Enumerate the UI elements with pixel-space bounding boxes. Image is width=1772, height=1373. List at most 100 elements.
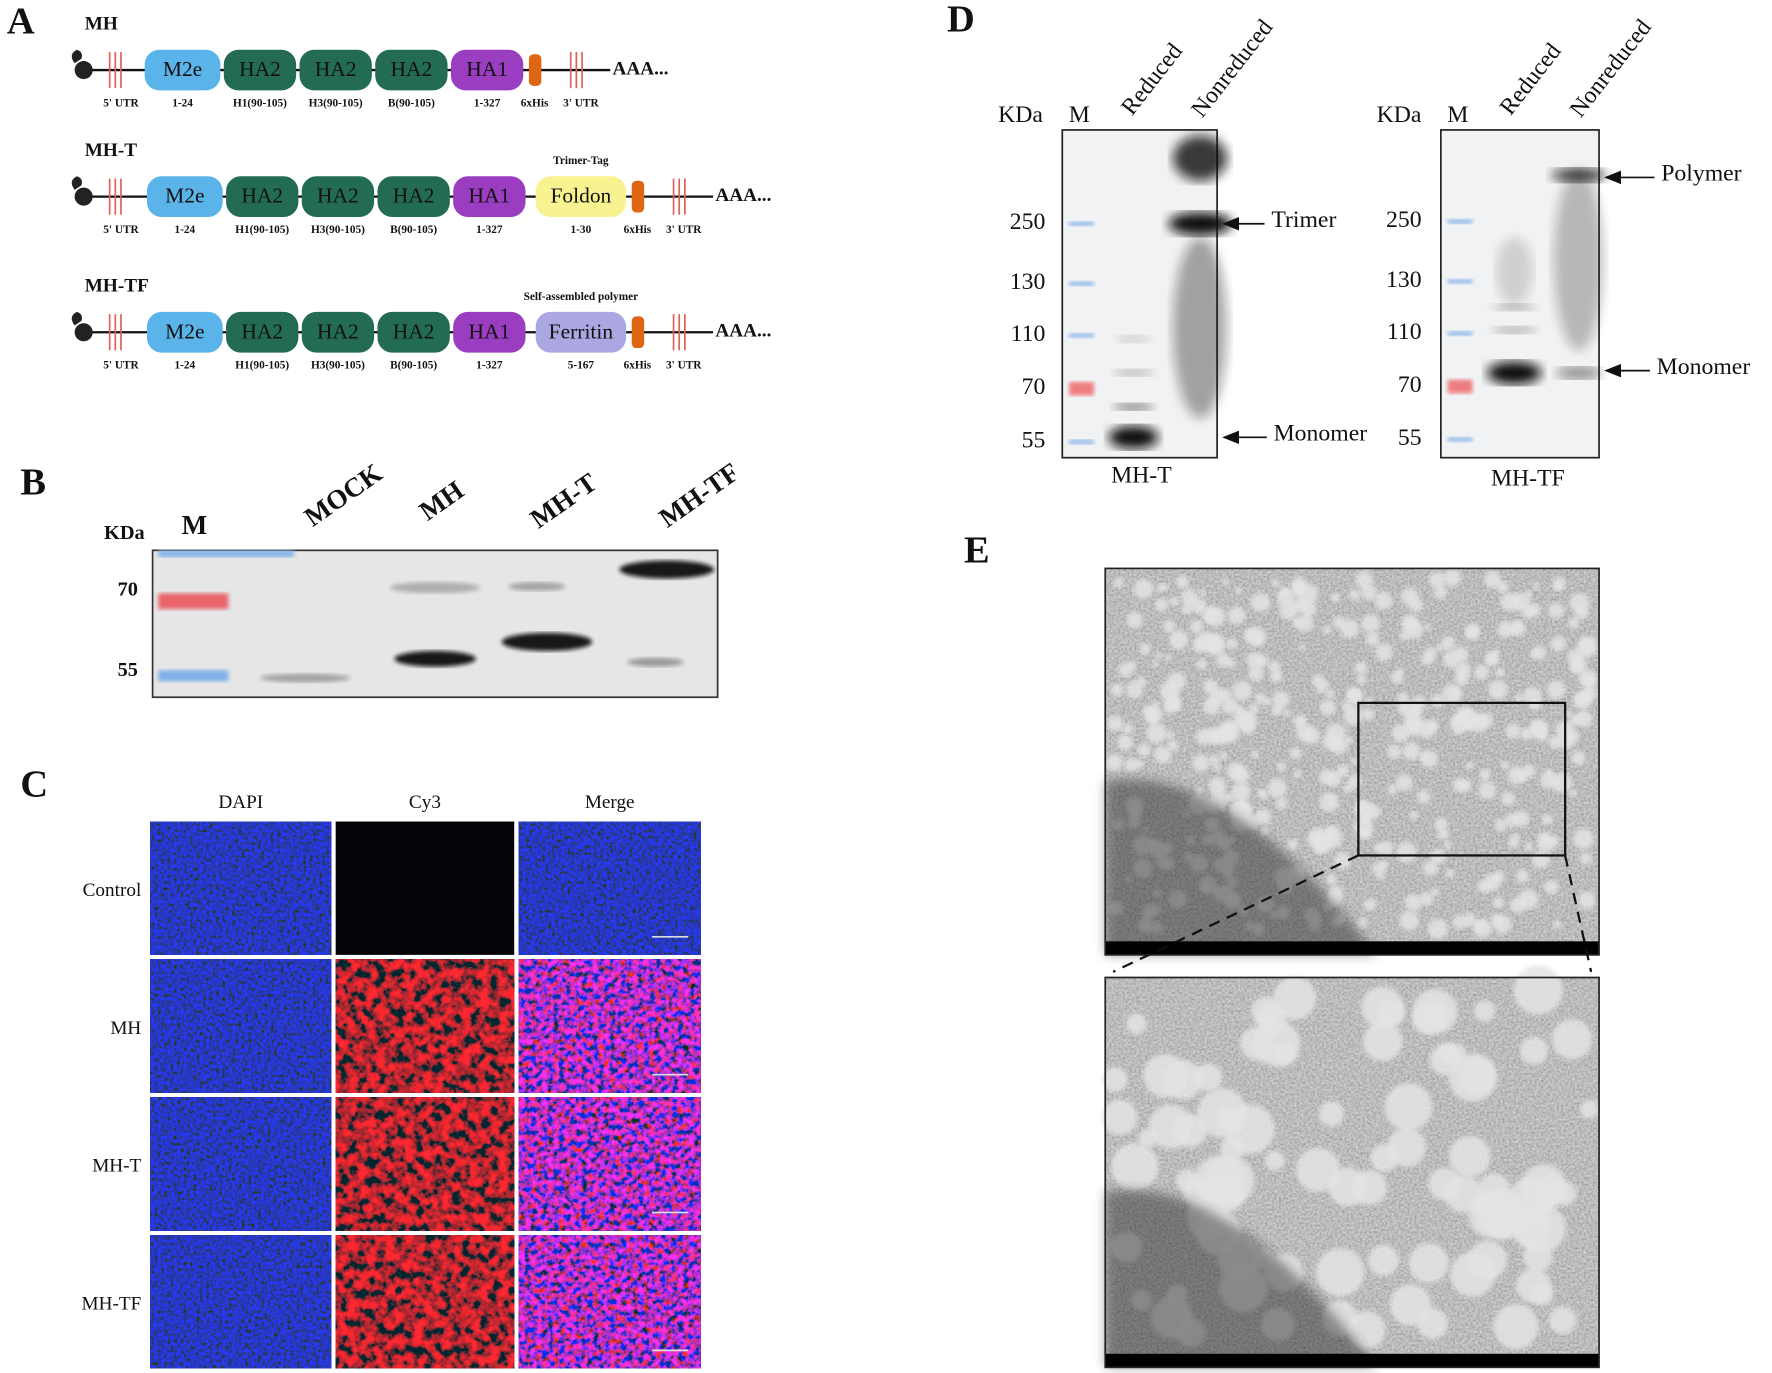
particle bbox=[1272, 976, 1317, 1020]
his-tag bbox=[528, 54, 542, 86]
particle bbox=[1256, 654, 1269, 668]
particle bbox=[1191, 754, 1210, 772]
particle bbox=[1478, 781, 1497, 800]
particle bbox=[1500, 592, 1519, 612]
domain-name: HA2 bbox=[315, 57, 357, 81]
ladder-band bbox=[158, 593, 229, 610]
particle bbox=[1190, 620, 1204, 634]
particle bbox=[1126, 681, 1143, 699]
particle bbox=[1379, 860, 1389, 869]
ladder-band bbox=[1069, 333, 1094, 338]
particle bbox=[1450, 689, 1461, 699]
domain-range: 1-24 bbox=[174, 360, 195, 372]
particle bbox=[1349, 589, 1361, 601]
construct-name: MH-T bbox=[85, 140, 137, 161]
particle bbox=[1442, 650, 1461, 668]
ladder-label: 70 bbox=[1022, 374, 1046, 400]
particle bbox=[1169, 630, 1189, 650]
particle bbox=[1569, 656, 1587, 674]
particle bbox=[1391, 724, 1410, 743]
particle bbox=[1437, 828, 1450, 841]
particle bbox=[1268, 660, 1281, 673]
particle bbox=[1122, 723, 1134, 735]
domain-range: H1(90-105) bbox=[235, 224, 289, 236]
micrograph bbox=[518, 1235, 701, 1369]
particle bbox=[1248, 665, 1264, 682]
particle bbox=[1433, 585, 1448, 600]
construct-name: MH bbox=[85, 13, 118, 34]
domain-box bbox=[146, 176, 223, 217]
band bbox=[389, 581, 481, 594]
particle bbox=[1507, 766, 1527, 785]
domain-box bbox=[375, 49, 448, 91]
particle bbox=[1347, 774, 1363, 789]
particle bbox=[1396, 842, 1417, 863]
particle bbox=[1553, 1181, 1577, 1206]
particle bbox=[1374, 591, 1393, 610]
band bbox=[501, 632, 593, 651]
particle bbox=[1488, 680, 1508, 700]
particle bbox=[1516, 1268, 1552, 1304]
particle bbox=[1267, 778, 1288, 798]
particle bbox=[1257, 789, 1265, 797]
ladder-band bbox=[1069, 281, 1094, 286]
particle bbox=[1452, 915, 1467, 930]
row-label: MH-TF bbox=[82, 1294, 142, 1315]
particle bbox=[1399, 911, 1419, 931]
particle bbox=[1276, 761, 1287, 772]
particle bbox=[1417, 1308, 1448, 1339]
band bbox=[508, 581, 566, 592]
row-label: MH bbox=[110, 1018, 141, 1039]
particle bbox=[1194, 1063, 1223, 1092]
particle bbox=[1354, 661, 1368, 675]
particle bbox=[1568, 617, 1580, 629]
particle bbox=[1571, 751, 1586, 766]
particle bbox=[1102, 1099, 1138, 1136]
particle bbox=[1139, 643, 1151, 655]
particle bbox=[1358, 826, 1372, 840]
particle bbox=[1473, 918, 1493, 938]
particle bbox=[1386, 1127, 1426, 1167]
particle bbox=[1208, 754, 1220, 766]
ladder-label: 250 bbox=[1010, 209, 1046, 235]
particle bbox=[1580, 1100, 1599, 1119]
particle bbox=[1215, 1107, 1238, 1131]
particle bbox=[1355, 571, 1374, 589]
particle bbox=[1378, 841, 1394, 857]
particle bbox=[1275, 797, 1288, 810]
ladder-label: 55 bbox=[118, 659, 138, 681]
particle bbox=[1479, 768, 1492, 781]
tag-label: Self-assembled polymer bbox=[524, 291, 639, 303]
particle bbox=[1221, 698, 1239, 715]
his-tag bbox=[631, 180, 645, 213]
particle bbox=[1465, 626, 1480, 640]
particle bbox=[1513, 965, 1563, 1015]
particle bbox=[1300, 600, 1317, 617]
particle bbox=[1361, 614, 1380, 633]
zoom-line bbox=[1112, 854, 1359, 973]
particle bbox=[1513, 810, 1530, 827]
particle bbox=[1143, 1054, 1187, 1098]
particle bbox=[1163, 620, 1176, 633]
particle bbox=[1376, 873, 1384, 881]
domain-name: HA1 bbox=[468, 319, 510, 343]
particle bbox=[1255, 693, 1267, 705]
domain-range: 1-24 bbox=[172, 98, 193, 110]
band bbox=[1491, 303, 1537, 311]
particle bbox=[1165, 730, 1175, 740]
particle bbox=[1220, 1136, 1245, 1162]
particle bbox=[1477, 880, 1491, 894]
particle bbox=[1474, 1193, 1499, 1218]
band bbox=[1487, 361, 1542, 385]
particle bbox=[1276, 587, 1295, 607]
particle bbox=[1326, 771, 1342, 787]
particle bbox=[1473, 1000, 1496, 1022]
particle bbox=[1417, 790, 1431, 804]
domain-range: 1-30 bbox=[571, 224, 592, 236]
particle bbox=[1252, 634, 1263, 645]
particle bbox=[1251, 750, 1260, 759]
particle bbox=[1541, 814, 1553, 826]
micrograph bbox=[150, 821, 332, 955]
band bbox=[619, 560, 715, 579]
